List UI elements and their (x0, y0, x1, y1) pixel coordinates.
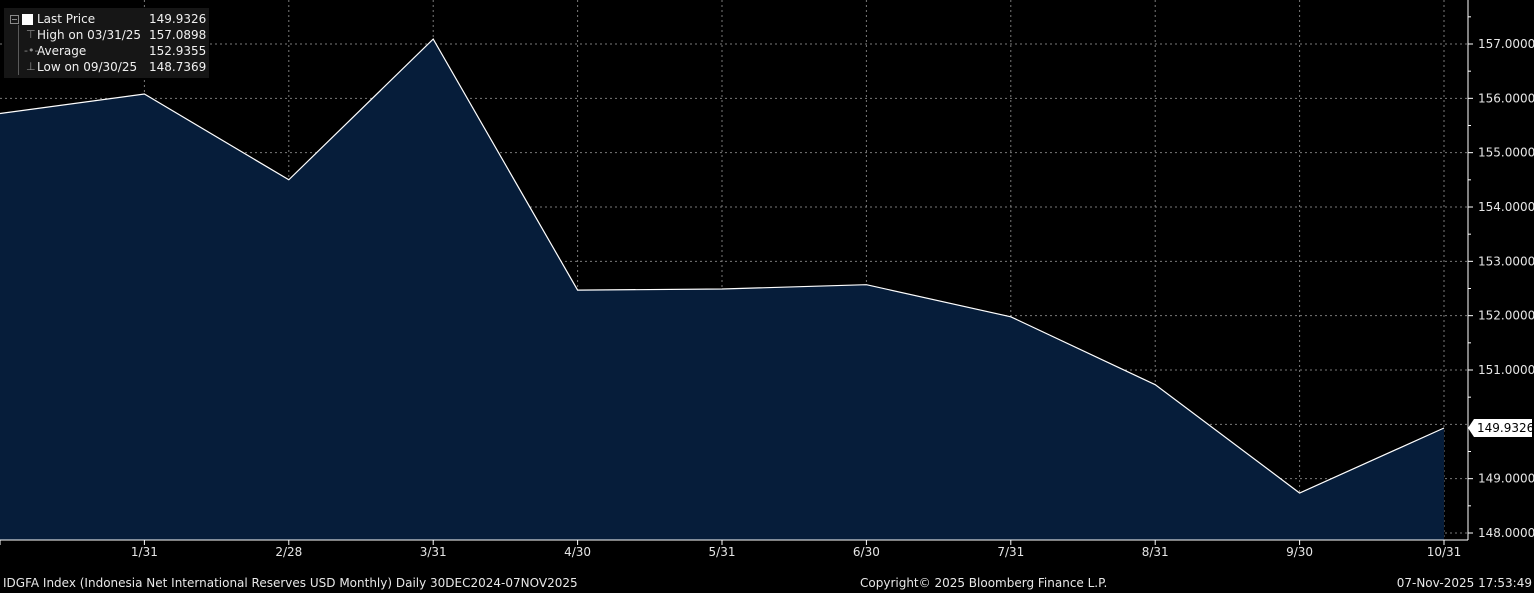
x-tick-label: 4/30 (564, 545, 591, 559)
y-tick-label: 149.0000 (1478, 472, 1534, 486)
footer-timestamp: 07-Nov-2025 17:53:49 (1396, 576, 1532, 590)
low-marker-icon: ⊥ (26, 60, 36, 73)
footer-copyright: Copyright© 2025 Bloomberg Finance L.P. (860, 576, 1108, 590)
y-tick-label: 157.0000 (1478, 37, 1534, 51)
y-tick-labels: 148.0000 149.0000 151.0000 152.0000 153.0000… (1468, 16, 1534, 540)
legend-row-last-price: Last Price 149.9326 (4, 11, 209, 27)
legend: Last Price 149.9326 ⊤ High on 03/31/25 1… (4, 8, 209, 78)
collapse-icon[interactable] (10, 15, 19, 24)
legend-connector (18, 25, 19, 75)
legend-high-label: High on 03/31/25 (37, 28, 142, 42)
footer-security-description: IDGFA Index (Indonesia Net International… (3, 576, 578, 590)
last-price-line (0, 38, 1445, 494)
x-tick-label: 3/31 (420, 545, 447, 559)
legend-last-price-label: Last Price (37, 12, 96, 26)
legend-low-label: Low on 09/30/25 (37, 60, 138, 74)
y-tick-label: 154.0000 (1478, 200, 1534, 214)
last-value-badge (1468, 418, 1532, 437)
last-value-label: 149.9326 (1477, 421, 1534, 435)
x-tick-label: 8/31 (1142, 545, 1169, 559)
y-tick-label: 151.0000 (1478, 363, 1534, 377)
legend-average-value: 152.9355 (149, 44, 207, 58)
legend-high-value: 157.0898 (149, 28, 207, 42)
x-tick-label: 1/31 (131, 545, 158, 559)
legend-last-price-value: 149.9326 (149, 12, 207, 26)
high-marker-icon: ⊤ (26, 28, 36, 41)
y-tick-label: 148.0000 (1478, 526, 1534, 540)
average-marker-icon: -•- (24, 44, 39, 57)
y-tick-label: 152.0000 (1478, 309, 1534, 323)
legend-low-value: 148.7369 (149, 60, 207, 74)
x-tick-label: 2/28 (275, 545, 302, 559)
last-value-marker: 149.9326 (1468, 418, 1534, 437)
x-tick-label: 5/31 (709, 545, 736, 559)
x-tick-label: 6/30 (853, 545, 880, 559)
y-tick-label: 156.0000 (1478, 91, 1534, 105)
legend-row-low: ⊥ Low on 09/30/25 148.7369 (4, 59, 209, 75)
legend-row-high: ⊤ High on 03/31/25 157.0898 (4, 27, 209, 43)
x-tick-label: 9/30 (1286, 545, 1313, 559)
legend-average-label: Average (37, 44, 87, 58)
last-price-swatch (22, 14, 33, 25)
x-tick-label: 7/31 (997, 545, 1024, 559)
x-tick-labels: 1/31 2/28 3/31 4/30 5/31 6/30 7/31 8/31 9/30 10/3… (0, 540, 1461, 559)
y-tick-label: 155.0000 (1478, 146, 1534, 160)
x-tick-label: 10/31 (1427, 545, 1462, 559)
legend-row-average: -•- Average 152.9355 (4, 43, 209, 59)
y-tick-label: 153.0000 (1478, 254, 1534, 268)
